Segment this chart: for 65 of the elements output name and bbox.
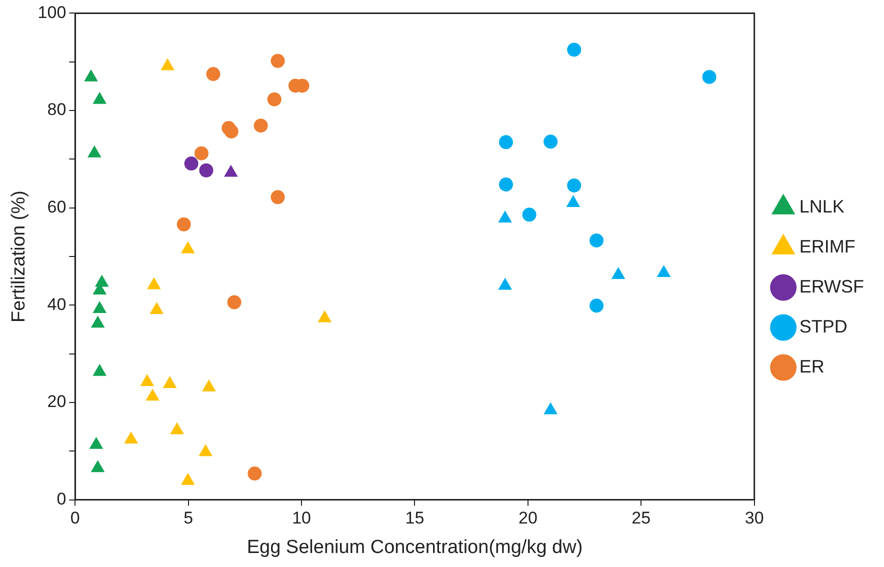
point — [91, 460, 104, 472]
point — [498, 135, 513, 150]
point — [267, 92, 282, 106]
y-tick-label: 100 — [38, 2, 66, 22]
point — [498, 278, 512, 290]
point — [270, 54, 285, 68]
y-axis-title: Fertilization (%) — [8, 190, 30, 322]
legend-label: LNLK — [799, 196, 844, 216]
point — [498, 211, 512, 223]
point — [544, 134, 558, 149]
x-tick-label: 0 — [70, 508, 80, 528]
point — [181, 473, 194, 485]
point — [590, 298, 604, 313]
x-axis-title: Egg Selenium Concentration(mg/kg dw) — [246, 536, 583, 558]
point — [254, 118, 268, 133]
point — [590, 233, 604, 248]
point — [146, 389, 160, 401]
point — [176, 217, 191, 232]
x-tick-label: 10 — [292, 508, 312, 528]
point — [170, 422, 184, 434]
point — [498, 177, 513, 192]
point — [567, 178, 582, 192]
point — [270, 190, 285, 204]
x-tick-label: 20 — [518, 508, 538, 528]
point — [657, 266, 670, 278]
point — [150, 302, 164, 314]
point — [194, 146, 208, 160]
point — [91, 316, 104, 328]
x-tick-label: 5 — [184, 508, 194, 528]
x-tick-label: 25 — [632, 508, 651, 528]
y-tick-label: 40 — [47, 294, 66, 314]
point — [522, 208, 536, 222]
legend-label: ERWSF — [799, 276, 864, 296]
point — [544, 402, 558, 414]
point — [567, 42, 582, 57]
point — [318, 310, 332, 322]
point — [612, 267, 625, 279]
x-tick-label: 30 — [744, 508, 764, 528]
point — [88, 146, 101, 158]
y-tick-label: 60 — [47, 198, 66, 217]
point — [206, 67, 220, 82]
point — [227, 295, 242, 310]
point — [566, 195, 580, 207]
point — [90, 437, 103, 449]
point — [199, 163, 214, 178]
point — [124, 432, 138, 444]
point — [199, 444, 212, 456]
point — [93, 302, 106, 314]
point — [224, 124, 238, 138]
point — [184, 156, 198, 171]
x-tick-label: 15 — [405, 508, 424, 528]
point — [163, 376, 176, 388]
legend-label: ER — [799, 356, 824, 376]
y-tick-label: 80 — [47, 100, 66, 120]
point — [140, 374, 154, 386]
legend-label: STPD — [799, 316, 848, 336]
point — [224, 165, 238, 177]
point — [147, 278, 161, 290]
point — [181, 242, 194, 254]
point — [202, 380, 216, 392]
point — [702, 70, 716, 84]
y-tick-label: 20 — [47, 392, 66, 412]
legend-label: ERIMF — [799, 236, 856, 256]
point — [93, 364, 106, 376]
y-tick-label: 0 — [56, 489, 66, 508]
